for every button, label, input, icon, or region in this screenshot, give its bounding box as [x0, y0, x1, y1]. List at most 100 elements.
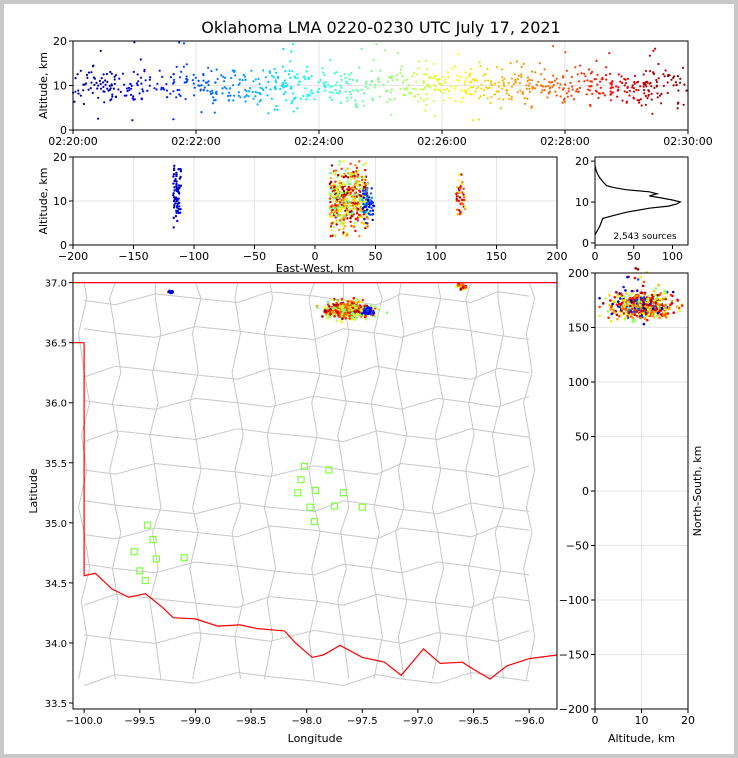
- source-point: [355, 298, 359, 301]
- source-point: [123, 94, 126, 97]
- source-point: [488, 86, 491, 89]
- source-point: [675, 305, 678, 308]
- source-point: [212, 99, 215, 102]
- source-point: [464, 89, 467, 92]
- source-point: [579, 64, 582, 67]
- source-point: [290, 50, 293, 53]
- source-point: [616, 89, 619, 92]
- x-tick-label: −97.5: [347, 716, 378, 727]
- county-line: [395, 282, 408, 680]
- source-point: [125, 94, 128, 97]
- source-point: [209, 93, 213, 96]
- plan-view-map-panel: −100.0 −99.5 −99.0 −98.5 −98.0 −97.5 −97.0 −96.…: [27, 272, 558, 745]
- source-point: [231, 69, 234, 72]
- y-tick-label: −150: [559, 649, 589, 662]
- source-point: [340, 313, 344, 316]
- figure-canvas: Oklahoma LMA 0220-0230 UTC July 17, 2021…: [4, 4, 734, 754]
- source-point: [274, 85, 277, 88]
- source-point: [346, 191, 349, 195]
- source-point: [677, 89, 680, 92]
- source-point: [423, 86, 426, 89]
- source-point: [281, 65, 285, 68]
- source-point: [601, 76, 604, 79]
- source-point: [650, 313, 654, 317]
- source-point: [137, 80, 140, 83]
- source-point: [463, 206, 467, 209]
- county-line: [149, 282, 162, 680]
- source-point: [353, 318, 357, 322]
- source-point: [589, 103, 592, 106]
- source-point: [575, 90, 578, 93]
- source-point: [359, 313, 362, 317]
- source-point: [526, 79, 529, 83]
- source-point: [415, 80, 418, 83]
- source-point: [358, 66, 361, 69]
- source-point: [344, 201, 347, 204]
- x-axis-label: Altitude, km: [608, 732, 675, 745]
- source-point: [635, 298, 639, 302]
- source-point: [439, 90, 442, 93]
- source-point: [275, 71, 278, 74]
- source-point: [353, 174, 356, 178]
- source-point: [272, 76, 275, 79]
- source-point: [432, 62, 435, 65]
- source-point: [638, 299, 641, 303]
- y-tick-label: 35.5: [45, 459, 67, 470]
- source-point: [626, 300, 630, 304]
- source-point: [360, 215, 363, 218]
- source-point: [118, 77, 121, 80]
- source-point: [644, 312, 648, 316]
- source-point: [676, 75, 680, 78]
- source-point: [539, 84, 543, 87]
- source-point: [572, 98, 576, 101]
- source-point: [349, 187, 352, 190]
- source-point: [329, 180, 333, 184]
- y-tick-label: 50: [575, 431, 589, 444]
- source-point: [564, 51, 567, 54]
- source-point: [172, 206, 176, 209]
- axes-frame: [594, 156, 689, 246]
- source-point: [642, 280, 646, 284]
- x-tick-label: 02:22:00: [171, 135, 220, 148]
- source-point: [497, 81, 500, 84]
- source-point: [289, 87, 292, 90]
- source-point: [237, 91, 240, 94]
- source-point: [268, 71, 272, 75]
- source-point: [177, 184, 181, 187]
- source-point: [598, 92, 602, 95]
- source-point: [104, 83, 107, 86]
- county-line: [84, 525, 530, 540]
- source-point: [335, 194, 338, 197]
- source-point: [156, 82, 159, 85]
- source-point: [402, 93, 405, 96]
- source-point: [653, 305, 656, 308]
- source-point: [390, 76, 393, 79]
- source-point: [494, 82, 497, 85]
- x-tick-label: −96.0: [514, 716, 545, 727]
- source-point: [366, 201, 369, 205]
- source-point: [209, 90, 212, 93]
- county-map: [73, 282, 557, 687]
- source-point: [608, 293, 611, 297]
- source-point: [140, 97, 143, 100]
- source-point: [296, 107, 299, 110]
- source-point: [335, 71, 338, 74]
- source-point: [416, 93, 420, 96]
- source-point: [252, 80, 255, 83]
- source-point: [570, 94, 573, 97]
- y-tick-label: 100: [568, 376, 589, 389]
- y-axis-label: Altitude, km: [37, 52, 50, 119]
- source-point: [653, 86, 656, 89]
- source-point: [339, 84, 342, 87]
- source-point: [482, 74, 485, 77]
- source-point: [172, 118, 175, 121]
- source-point: [364, 221, 368, 225]
- source-point: [106, 87, 109, 90]
- source-point: [467, 75, 470, 78]
- source-point: [351, 186, 354, 189]
- source-point: [509, 62, 512, 65]
- source-point: [632, 90, 636, 93]
- source-point: [176, 219, 179, 223]
- source-point: [459, 185, 462, 189]
- source-point: [252, 97, 255, 100]
